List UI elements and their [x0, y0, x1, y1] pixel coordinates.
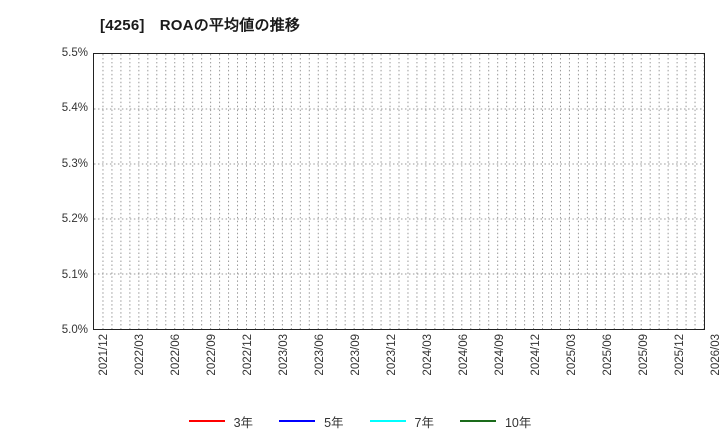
x-tick-label: 2024/06 [458, 334, 470, 376]
legend-item[interactable]: 10年 [459, 412, 532, 431]
chart-title: [4256] ROAの平均値の推移 [100, 17, 301, 34]
legend-color-swatch [459, 420, 496, 422]
legend-item[interactable]: 3年 [188, 412, 254, 431]
x-tick-label: 2024/09 [494, 334, 506, 376]
x-tick-label: 2021/12 [98, 334, 110, 376]
x-tick-label: 2023/06 [314, 334, 326, 376]
x-axis: 2021/12 2022/03 2022/06 2022/09 2022/12 2023/… [93, 332, 720, 402]
x-tick-label: 2022/09 [206, 334, 218, 376]
series-lines [94, 54, 704, 329]
legend-color-swatch [369, 420, 406, 422]
x-tick-label: 2023/09 [350, 334, 362, 376]
legend-color-swatch [279, 420, 316, 422]
plot-area [93, 53, 705, 330]
y-tick-label: 5.5% [61, 47, 88, 59]
y-axis: 5.5% 5.4% 5.3% 5.2% 5.1% 5.0% [0, 47, 88, 336]
x-tick-label: 2022/12 [242, 334, 254, 376]
y-tick-label: 5.1% [61, 268, 88, 281]
y-tick-label: 5.4% [61, 102, 88, 115]
x-tick-label: 2025/03 [566, 334, 578, 376]
x-tick-label: 2025/06 [602, 334, 614, 376]
legend-label: 3年 [233, 415, 254, 430]
legend-label: 5年 [324, 415, 344, 430]
legend-label: 7年 [414, 415, 434, 430]
x-tick-label: 2024/12 [530, 334, 542, 376]
x-tick-label: 2025/12 [674, 334, 686, 376]
y-tick-label: 5.2% [61, 213, 88, 226]
legend-item[interactable]: 7年 [369, 412, 434, 431]
legend-label: 10年 [504, 415, 532, 430]
x-tick-label: 2023/12 [386, 334, 398, 376]
x-tick-label: 2022/03 [134, 334, 146, 376]
x-tick-label: 2026/03 [710, 334, 720, 376]
x-tick-label: 2023/03 [278, 334, 290, 376]
x-tick-label: 2024/03 [422, 334, 434, 376]
chart-legend: 3年 5年 7年 10年 [0, 409, 720, 433]
y-tick-label: 5.0% [61, 324, 88, 336]
legend-item[interactable]: 5年 [279, 412, 344, 431]
x-tick-label: 2022/06 [170, 334, 182, 376]
legend-color-swatch [188, 420, 225, 422]
y-tick-label: 5.3% [61, 157, 88, 170]
x-tick-label: 2025/09 [638, 334, 650, 376]
